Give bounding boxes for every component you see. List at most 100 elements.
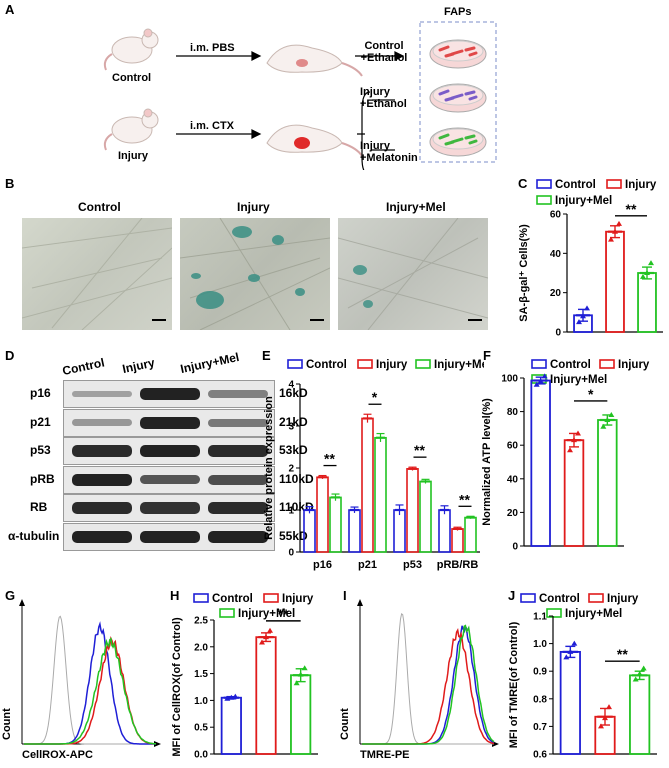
bar <box>451 528 464 553</box>
data-point <box>301 665 308 671</box>
y-axis-arrow <box>357 599 363 606</box>
flow-histogram-i: Count TMRE-PE <box>339 599 499 761</box>
legend-swatch <box>520 593 536 603</box>
legend-swatch <box>536 179 552 189</box>
legend-label: Control <box>555 179 596 191</box>
histogram-curve <box>24 636 157 745</box>
y-tick-label: 80 <box>507 407 519 418</box>
histogram-curve <box>362 628 495 745</box>
wb-protein-label: p21 <box>30 414 51 429</box>
bar <box>406 468 419 553</box>
significance-label: ** <box>459 491 470 507</box>
wb-lane-label-injury-mel: Injury+Mel <box>179 349 241 376</box>
data-point <box>632 676 639 682</box>
wb-blot-row <box>63 465 275 494</box>
micrograph-injury <box>180 218 330 330</box>
bar <box>629 674 651 755</box>
legend-label: Control <box>212 593 253 605</box>
y-tick-label: 1.0 <box>533 639 547 650</box>
significance-label: ** <box>324 451 335 467</box>
data-point <box>616 220 622 226</box>
data-point <box>608 411 615 417</box>
significance-label: ** <box>278 606 289 622</box>
x-tick-label: p16 <box>313 559 332 571</box>
bar <box>597 419 618 547</box>
mouse-icon-control <box>103 28 159 71</box>
wb-blot-row <box>63 408 275 437</box>
dish-icon-control <box>429 39 487 69</box>
panel-letter-a: A <box>5 2 15 17</box>
data-point <box>602 715 608 721</box>
legend-label: Control <box>306 359 347 371</box>
histogram-curve <box>362 624 495 745</box>
wb-band <box>72 445 132 457</box>
panel-letter-h: H <box>170 588 180 603</box>
wb-band <box>140 445 200 457</box>
y-tick-label: 4 <box>288 380 294 391</box>
y-tick-label: 0 <box>512 542 518 553</box>
y-tick-label: 0 <box>288 548 294 559</box>
wb-band <box>72 473 132 486</box>
faps-label: FAPs <box>444 6 472 18</box>
bar <box>393 509 406 553</box>
data-point <box>612 228 618 234</box>
legend-label: Injury <box>376 359 408 371</box>
data-point <box>267 627 273 633</box>
micrograph-injury-mel <box>338 218 488 330</box>
wb-band <box>208 530 268 543</box>
y-axis-label: Count <box>339 708 351 740</box>
x-axis-label: TMRE-PE <box>360 749 410 761</box>
wb-lane-label-injury: Injury <box>121 355 156 376</box>
y-tick-label: 2 <box>288 464 294 475</box>
bar <box>329 496 342 553</box>
panel-letter-c: C <box>518 176 528 191</box>
wb-blot-row <box>63 494 275 522</box>
panel-letter-f: F <box>483 348 491 363</box>
legend-label: Control <box>550 359 591 371</box>
data-point <box>575 430 581 436</box>
bar <box>559 650 581 755</box>
bar <box>637 272 657 333</box>
histogram-curve <box>24 637 157 745</box>
wb-protein-label: p16 <box>30 386 51 400</box>
data-point <box>263 634 269 640</box>
legend-swatch <box>287 359 303 369</box>
bar <box>303 509 316 553</box>
legend-swatch <box>263 593 279 603</box>
y-tick-label: 1.1 <box>533 612 547 623</box>
x-tick-label: pRB/RB <box>437 559 479 571</box>
y-tick-label: 0.8 <box>533 694 547 705</box>
outcome-label-control-ethanol: Control +Ethanol <box>360 40 408 64</box>
y-axis-label: MFI of CellROX(of Control) <box>171 617 183 757</box>
legend-swatch <box>531 359 547 369</box>
bar <box>464 516 477 553</box>
data-point <box>567 648 574 654</box>
dish-icon-injury-ethanol <box>429 83 487 113</box>
panel-letter-e: E <box>262 348 271 363</box>
data-point <box>636 670 643 676</box>
x-axis-arrow <box>154 741 161 747</box>
data-point <box>232 693 239 699</box>
wb-blot-row <box>63 437 275 465</box>
chart-f: Control Injury Injury+Mel 0 20 40 60 80 100 Norma… <box>481 359 650 553</box>
data-point <box>293 680 300 686</box>
legend-label: Control <box>539 593 580 605</box>
wb-protein-label: pRB <box>30 471 55 486</box>
wb-band <box>72 530 132 543</box>
micrograph-label-injury: Injury <box>237 200 270 214</box>
bar <box>438 509 451 553</box>
y-axis-label: MFI of TMRE(of Control) <box>508 621 520 748</box>
data-point <box>563 654 570 660</box>
bar <box>316 476 329 553</box>
x-axis-label: CellROX-APC <box>22 749 93 761</box>
chart-e: Control Injury Injury+Mel 0 1 2 3 4 Relative pro… <box>263 359 484 571</box>
chart-h: Control Injury Injury+Mel 0.0 0.5 1.0 1.5 2.0 2.… <box>171 593 318 761</box>
y-tick-label: 0.5 <box>194 723 208 734</box>
panel-letter-b: B <box>5 176 15 191</box>
bar <box>605 230 625 333</box>
data-point <box>576 319 582 325</box>
significance-label: * <box>372 389 378 405</box>
bar <box>361 417 374 553</box>
panel-letter-d: D <box>5 348 15 363</box>
y-tick-label: 3 <box>288 422 294 433</box>
